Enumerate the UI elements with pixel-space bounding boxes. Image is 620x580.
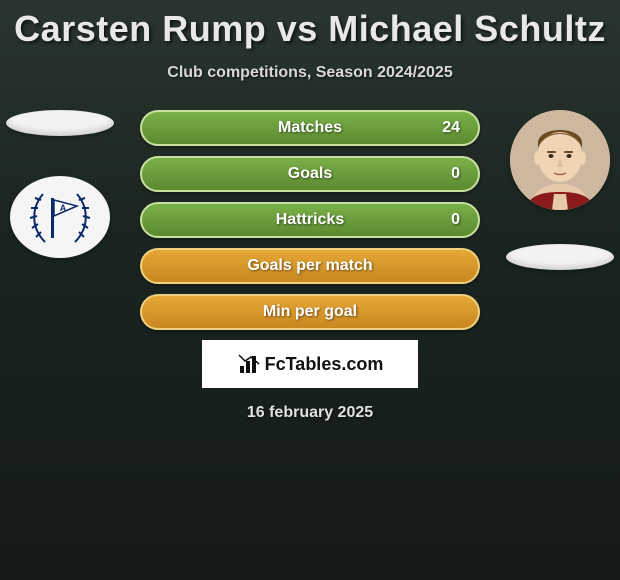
club-badge-left: A <box>10 176 110 258</box>
player-left-column: A <box>0 110 120 258</box>
stat-label: Min per goal <box>263 303 357 321</box>
stat-label: Matches <box>278 119 342 137</box>
stat-row-hattricks: Hattricks 0 <box>140 202 480 238</box>
player-left-silhouette <box>6 110 114 136</box>
stat-label: Goals per match <box>247 257 372 275</box>
player-headshot-icon <box>510 110 610 210</box>
bar-chart-icon <box>237 352 261 376</box>
stat-label: Goals <box>288 165 332 183</box>
stat-row-min-per-goal: Min per goal <box>140 294 480 330</box>
comparison-panel: A <box>0 110 620 330</box>
page-title: Carsten Rump vs Michael Schultz <box>0 0 620 50</box>
page-subtitle: Club competitions, Season 2024/2025 <box>0 64 620 82</box>
svg-text:A: A <box>60 203 67 213</box>
stat-label: Hattricks <box>276 211 344 229</box>
stat-row-goals-per-match: Goals per match <box>140 248 480 284</box>
watermark-text: FcTables.com <box>265 354 384 375</box>
player-right-club-placeholder <box>506 244 614 270</box>
stat-value-right: 0 <box>451 211 460 229</box>
stat-value-right: 24 <box>442 119 460 137</box>
stat-row-matches: Matches 24 <box>140 110 480 146</box>
arminia-bielefeld-crest-icon: A <box>25 182 95 252</box>
player-right-column <box>500 110 620 270</box>
stat-value-right: 0 <box>451 165 460 183</box>
watermark: FcTables.com <box>202 340 418 388</box>
stat-row-goals: Goals 0 <box>140 156 480 192</box>
player-right-photo <box>510 110 610 210</box>
stats-list: Matches 24 Goals 0 Hattricks 0 Goals per… <box>140 110 480 330</box>
date-text: 16 february 2025 <box>0 404 620 422</box>
